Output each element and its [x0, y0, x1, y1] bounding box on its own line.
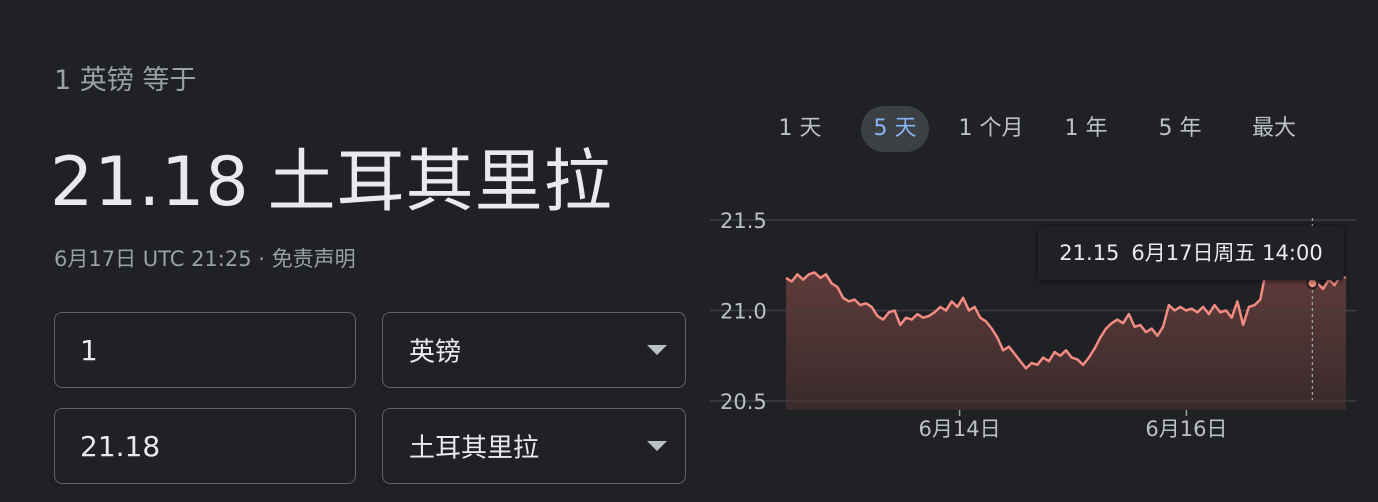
tab-5-year[interactable]: 5 年 [1158, 116, 1202, 141]
tab-5-day[interactable]: 5 天 [861, 106, 929, 152]
to-currency-value: 土耳其里拉 [409, 433, 540, 464]
exchange-rate-chart[interactable]: 21.5 21.0 20.5 6月14日 6月16日 [700, 190, 1378, 460]
y-tick-label: 20.5 [720, 390, 767, 414]
disclaimer-link[interactable]: 免责声明 [271, 247, 356, 271]
to-amount-field[interactable] [54, 408, 356, 484]
equivalence-label: 1 英镑 等于 [54, 65, 197, 96]
tab-max[interactable]: 最大 [1251, 116, 1296, 141]
result-unit: 土耳其里拉 [267, 143, 613, 222]
tooltip-value: 21.15 [1059, 241, 1120, 265]
to-currency-select[interactable]: 土耳其里拉 [382, 408, 686, 484]
conversion-result: 21.18 土耳其里拉 [50, 126, 613, 225]
to-amount-input[interactable] [55, 409, 355, 483]
time-range-tabs: 1 天 5 天 1 个月 1 年 5 年 最大 [760, 106, 1320, 154]
dropdown-arrow-icon [647, 345, 667, 355]
dropdown-arrow-icon [647, 441, 667, 451]
chart-svg: 21.5 21.0 20.5 6月14日 6月16日 [710, 209, 1356, 441]
timestamp: 6月17日 UTC 21:25 [54, 247, 252, 271]
y-tick-label: 21.5 [720, 209, 767, 233]
timestamp-line: 6月17日 UTC 21:25 · 免责声明 [54, 243, 356, 273]
tab-1-month[interactable]: 1 个月 [958, 116, 1024, 141]
tooltip-date: 6月17日周五 14:00 [1131, 241, 1323, 265]
series-line [785, 240, 1347, 370]
tab-1-day[interactable]: 1 天 [778, 116, 822, 141]
from-currency-value: 英镑 [409, 337, 462, 368]
chart-tooltip: 21.15 6月17日周五 14:00 [1038, 226, 1344, 280]
from-currency-select[interactable]: 英镑 [382, 312, 686, 388]
tab-1-year[interactable]: 1 年 [1064, 116, 1108, 141]
from-amount-input[interactable] [55, 313, 355, 387]
area-fill [786, 241, 1346, 410]
y-tick-label: 21.0 [720, 300, 767, 324]
separator: · [251, 247, 272, 271]
from-amount-field[interactable] [54, 312, 356, 388]
x-tick-label: 6月14日 [919, 417, 1001, 441]
x-tick-label: 6月16日 [1145, 417, 1227, 441]
result-amount: 21.18 [50, 143, 250, 222]
